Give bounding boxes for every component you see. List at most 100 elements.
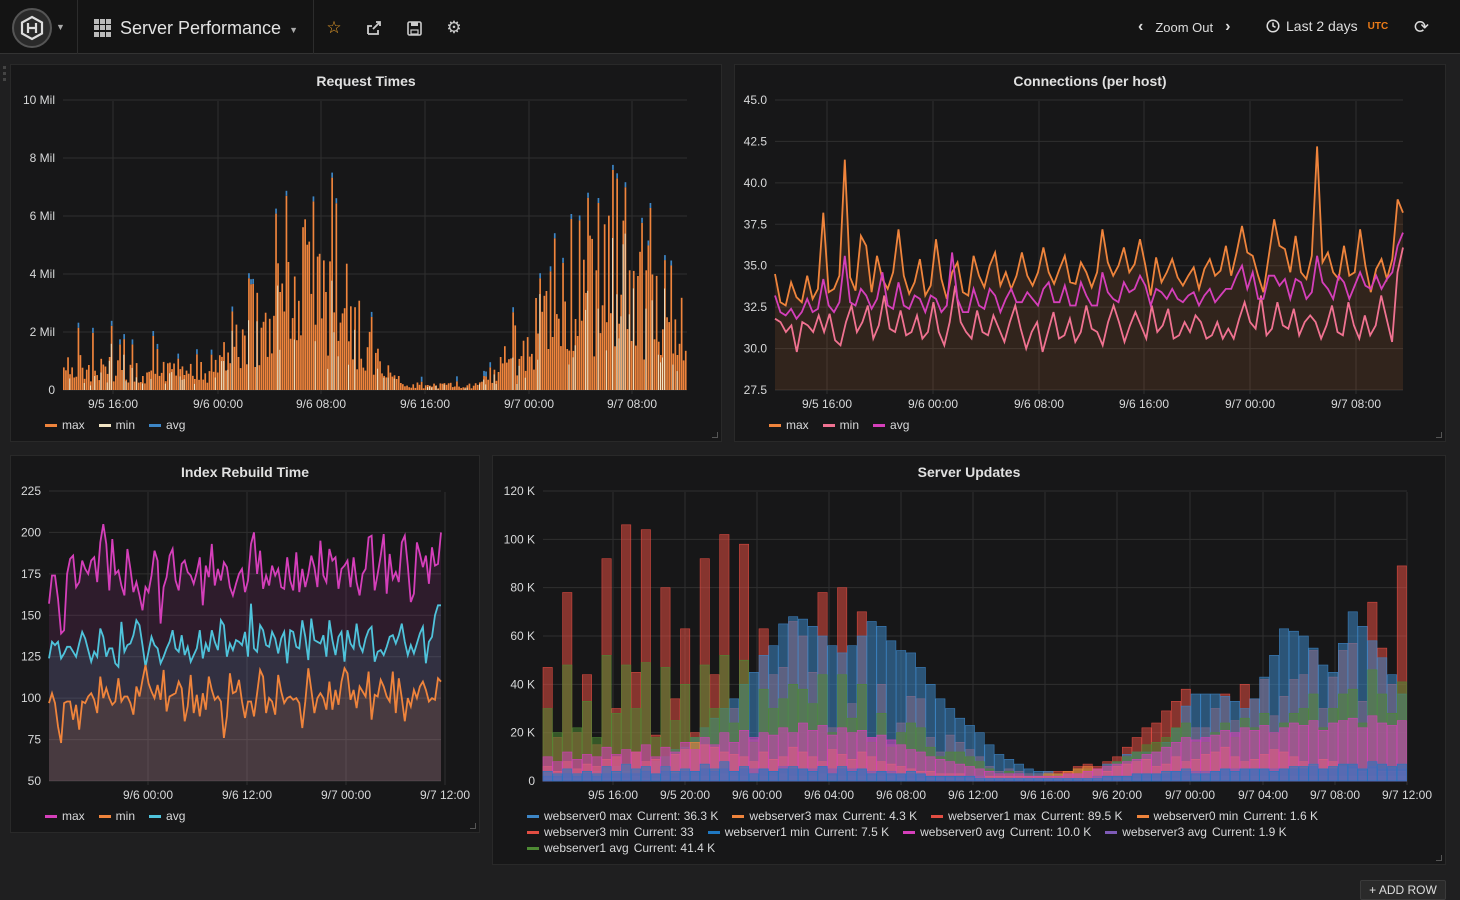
- resize-handle[interactable]: [1436, 432, 1442, 438]
- avg-bar-cap: [485, 371, 487, 377]
- bar: [156, 348, 159, 390]
- bar: [508, 359, 510, 390]
- resize-handle[interactable]: [1436, 855, 1442, 861]
- legend-swatch: [149, 814, 162, 818]
- bar: [516, 375, 519, 390]
- bar: [454, 386, 456, 390]
- min-bar: [171, 372, 173, 390]
- panel-title[interactable]: Request Times: [316, 73, 416, 89]
- bar: [562, 768, 573, 782]
- min-bar: [464, 388, 466, 390]
- bar: [375, 352, 377, 390]
- legend-item[interactable]: avg: [149, 418, 185, 432]
- legend-item[interactable]: max: [45, 809, 85, 823]
- bar: [422, 388, 425, 390]
- bar: [1141, 773, 1152, 782]
- y-tick-label: 40.0: [744, 176, 768, 190]
- x-tick-label: 9/7 00:00: [1165, 788, 1215, 802]
- bar: [1239, 768, 1250, 782]
- legend-item[interactable]: webserver0 avg Current: 10.0 K: [903, 825, 1091, 839]
- bar: [287, 262, 290, 390]
- grafana-logo-icon[interactable]: [12, 8, 52, 48]
- panel-title[interactable]: Server Updates: [917, 464, 1021, 480]
- bar: [75, 376, 78, 390]
- index-rebuild-chart: 225 200 175 150 125 100 75 50 9/6 00:00 9/6 12:00…: [21, 484, 470, 802]
- legend-item[interactable]: webserver3 avg Current: 1.9 K: [1105, 825, 1287, 839]
- legend-item[interactable]: webserver1 min Current: 7.5 K: [707, 825, 889, 839]
- legend-item[interactable]: webserver3 max Current: 4.3 K: [732, 809, 917, 823]
- bar: [621, 763, 632, 782]
- min-bar: [277, 285, 279, 390]
- legend-label: webserver3 min: [544, 825, 629, 839]
- legend-item[interactable]: webserver1 avg Current: 41.4 K: [527, 841, 715, 855]
- min-bar: [223, 361, 225, 390]
- bar: [533, 369, 535, 390]
- zoom-out-label[interactable]: Zoom Out: [1155, 19, 1214, 35]
- x-tick-label: 9/6 16:00: [400, 397, 450, 411]
- bar: [639, 251, 641, 390]
- bar: [631, 768, 642, 782]
- min-bar: [106, 382, 108, 390]
- x-tick-label: 9/7 00:00: [1225, 397, 1275, 411]
- bar: [562, 262, 564, 390]
- legend-item[interactable]: avg: [873, 418, 909, 432]
- min-bar: [393, 378, 395, 390]
- y-tick-label: 100: [21, 691, 41, 705]
- legend-item[interactable]: max: [45, 418, 85, 432]
- legend-swatch: [527, 830, 539, 834]
- y-tick-label: 100 K: [504, 532, 535, 546]
- bar: [271, 353, 273, 390]
- bar: [558, 318, 560, 390]
- x-tick-label: 9/7 12:00: [420, 788, 470, 802]
- min-bar: [672, 364, 674, 390]
- legend-item[interactable]: min: [98, 418, 135, 432]
- legend-item[interactable]: max: [769, 418, 809, 432]
- bar: [258, 365, 261, 390]
- min-bar: [214, 377, 216, 390]
- x-tick-label: 9/6 00:00: [732, 788, 782, 802]
- avg-bar-cap: [312, 196, 315, 202]
- legend-item[interactable]: min: [98, 809, 135, 823]
- bar: [601, 305, 604, 390]
- panel-title[interactable]: Index Rebuild Time: [180, 464, 310, 480]
- add-row-button[interactable]: + ADD ROW: [1360, 880, 1446, 900]
- legend-item[interactable]: webserver0 min Current: 1.6 K: [1136, 809, 1318, 823]
- time-range-picker[interactable]: Last 2 days UTC: [1266, 18, 1388, 34]
- bar: [252, 283, 254, 390]
- server-updates-chart: 120 K 100 K 80 K 60 K 40 K 20 K 0 9/5 16:00 9/5 …: [504, 484, 1433, 802]
- settings-icon[interactable]: ⚙: [446, 18, 462, 37]
- row-drag-handle[interactable]: [3, 66, 7, 84]
- resize-handle[interactable]: [470, 823, 476, 829]
- chart-legend: max min avg: [45, 418, 185, 432]
- y-tick-label: 80 K: [510, 581, 535, 595]
- legend-item[interactable]: webserver3 min Current: 33: [527, 825, 694, 839]
- save-icon[interactable]: [403, 17, 425, 39]
- share-icon[interactable]: [363, 17, 385, 39]
- star-icon[interactable]: ☆: [326, 18, 342, 37]
- avg-bar-cap: [77, 322, 80, 328]
- bar: [225, 370, 227, 390]
- refresh-icon[interactable]: ⟳: [1414, 17, 1430, 37]
- zoom-out-control[interactable]: ‹ Zoom Out ›: [1138, 18, 1230, 36]
- panel-title[interactable]: Connections (per host): [1013, 73, 1167, 89]
- bar: [285, 195, 288, 390]
- dashboard-picker[interactable]: Server Performance ▼: [94, 14, 298, 42]
- bar: [308, 241, 311, 390]
- avg-bar-cap: [539, 273, 541, 279]
- clock-icon: [1266, 19, 1280, 33]
- legend-item[interactable]: webserver0 max Current: 36.3 K: [527, 809, 718, 823]
- bar: [510, 358, 512, 390]
- chevron-left-icon[interactable]: ‹: [1138, 18, 1144, 35]
- legend-item[interactable]: min: [822, 418, 859, 432]
- avg-bar-cap: [549, 266, 552, 272]
- min-bar: [125, 381, 127, 390]
- legend-item[interactable]: webserver1 max Current: 89.5 K: [931, 809, 1123, 823]
- bar: [564, 301, 566, 390]
- bar: [185, 370, 188, 390]
- min-bar: [279, 349, 281, 390]
- chevron-right-icon[interactable]: ›: [1225, 18, 1231, 35]
- bar: [935, 775, 946, 782]
- legend-item[interactable]: avg: [149, 809, 185, 823]
- resize-handle[interactable]: [712, 432, 718, 438]
- logo-caret-icon[interactable]: ▼: [56, 22, 65, 32]
